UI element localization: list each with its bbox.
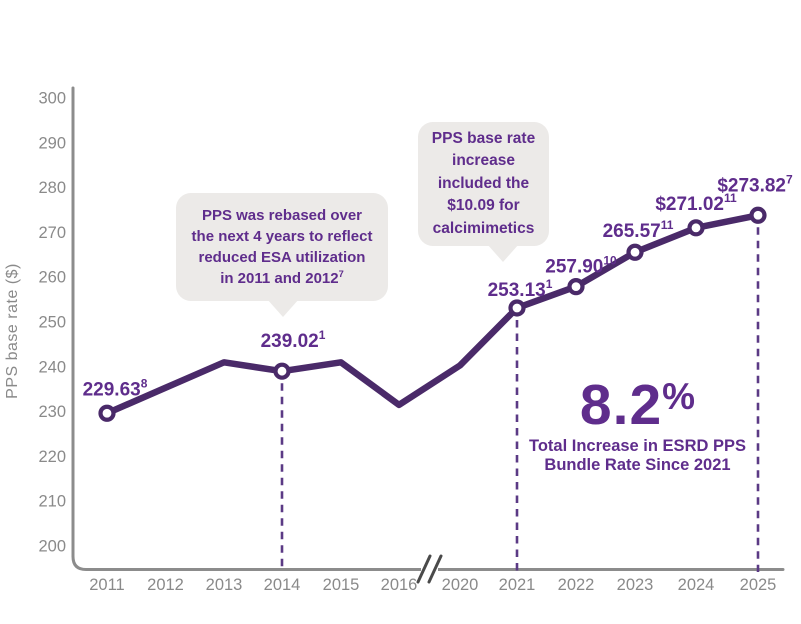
percent-sign: % <box>662 376 696 417</box>
data-point-2021 <box>508 299 526 317</box>
data-label-superscript: 1 <box>546 277 553 291</box>
callout-rebase-2014: PPS was rebased over the next 4 years to… <box>176 193 388 317</box>
y-tick-label-240: 240 <box>38 358 66 376</box>
x-label-2021: 2021 <box>499 576 536 594</box>
data-label-2024: $271.0211 <box>655 191 737 215</box>
data-label-2025: $273.827 <box>717 172 793 196</box>
data-point-2022 <box>567 278 585 296</box>
callout-tail <box>487 244 519 262</box>
axis-break-slash <box>416 554 432 584</box>
x-label-2015: 2015 <box>323 576 360 594</box>
x-label-2012: 2012 <box>147 576 184 594</box>
callout-calcimimetics-2021: PPS base rate increase included the $10.… <box>418 122 549 262</box>
y-tick-label-230: 230 <box>38 403 66 421</box>
axis <box>71 86 785 571</box>
y-tick-label-300: 300 <box>38 90 66 108</box>
total-increase-stat: 8.2% Total Increase in ESRD PPS Bundle R… <box>500 377 775 475</box>
data-point-2024 <box>687 219 705 237</box>
y-tick-label-200: 200 <box>38 538 66 556</box>
x-label-2023: 2023 <box>617 576 654 594</box>
x-label-2011: 2011 <box>89 576 124 594</box>
callout-calcimimetics-text: PPS base rate increase included the $10.… <box>431 129 536 237</box>
data-point-2014 <box>273 362 291 380</box>
y-axis-title: PPS base rate ($) <box>4 263 21 399</box>
y-tick-label-250: 250 <box>38 314 66 332</box>
data-label-2022: 257.9010 <box>545 254 617 278</box>
data-label-2021: 253.131 <box>488 277 553 301</box>
y-tick-label-270: 270 <box>38 224 66 242</box>
x-label-2014: 2014 <box>264 576 301 594</box>
data-label-superscript: 8 <box>141 376 148 390</box>
x-label-2016: 2016 <box>381 576 418 594</box>
data-label-superscript: 10 <box>603 254 617 268</box>
stat-percentage: 8.2% <box>500 377 775 434</box>
callout-rebase-superscript: 7 <box>338 269 344 279</box>
data-label-2011: 229.638 <box>83 376 148 400</box>
data-label-2014: 239.021 <box>261 328 326 352</box>
data-point-2011 <box>98 404 116 422</box>
x-label-2022: 2022 <box>558 576 595 594</box>
data-label-superscript: 11 <box>724 191 737 205</box>
data-point-2023 <box>626 243 644 261</box>
pps-base-rate-line <box>103 212 762 417</box>
data-label-superscript: 7 <box>786 172 793 186</box>
stat-caption: Total Increase in ESRD PPS Bundle Rate S… <box>528 437 746 474</box>
x-label-2024: 2024 <box>678 576 715 594</box>
y-tick-label-290: 290 <box>38 134 66 152</box>
y-tick-label-260: 260 <box>38 269 66 287</box>
y-tick-label-210: 210 <box>38 493 66 511</box>
callout-tail <box>267 299 299 317</box>
axis-break-slash <box>427 554 443 584</box>
x-label-2013: 2013 <box>206 576 243 594</box>
x-label-2025: 2025 <box>740 576 777 594</box>
data-label-superscript: 1 <box>319 328 326 342</box>
y-tick-label-280: 280 <box>38 179 66 197</box>
callout-rebase-text: PPS was rebased over the next 4 years to… <box>191 207 373 287</box>
x-label-2020: 2020 <box>442 576 479 594</box>
data-point-2025 <box>749 206 767 224</box>
stat-number-value: 8.2 <box>579 373 663 437</box>
data-label-superscript: 11 <box>661 218 674 232</box>
y-tick-label-220: 220 <box>38 448 66 466</box>
